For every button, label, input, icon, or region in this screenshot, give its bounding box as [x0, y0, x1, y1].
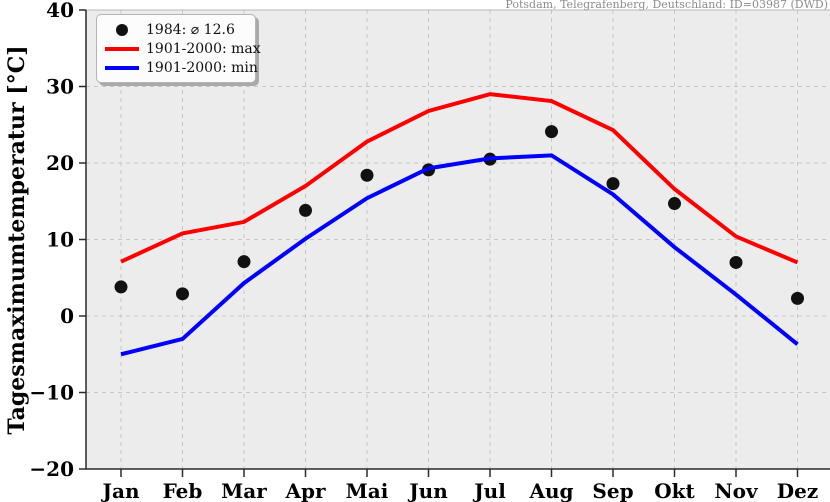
legend: 1984: ⌀ 12.6 1901-2000: max 1901-2000: m…: [96, 14, 261, 83]
data-point-1984: [729, 255, 743, 269]
x-tick-label: Dez: [777, 479, 818, 502]
y-tick-label: 10: [46, 228, 74, 252]
data-point-1984: [545, 125, 558, 139]
data-point-1984: [668, 197, 681, 211]
x-tick-label: Sep: [592, 479, 633, 502]
x-tick-label: Mar: [221, 479, 267, 502]
x-tick-label: Jun: [407, 479, 448, 502]
legend-dot-marker: [101, 23, 143, 36]
legend-min-marker: [101, 65, 143, 70]
legend-label: 1984: ⌀ 12.6: [146, 21, 235, 38]
x-tick-label: Apr: [284, 479, 326, 502]
legend-label: 1901-2000: min: [146, 59, 258, 76]
min-line-marker-icon: [105, 65, 139, 70]
legend-item-max: 1901-2000: max: [101, 39, 261, 58]
x-tick-label: Nov: [714, 479, 759, 502]
y-tick-label: 0: [60, 304, 74, 328]
x-tick-label: Jan: [101, 479, 140, 502]
y-tick-label: 30: [46, 75, 74, 99]
data-point-1984: [791, 291, 804, 305]
data-point-1984: [360, 168, 374, 182]
x-tick-label: Mai: [346, 479, 389, 502]
max-line-marker-icon: [105, 46, 139, 51]
y-tick-label: −20: [29, 457, 74, 481]
station-label: Potsdam, Telegrafenberg, Deutschland: ID…: [505, 0, 828, 11]
x-tick-label: Aug: [528, 479, 573, 502]
data-point-1984: [299, 203, 312, 217]
x-tick-label: Jul: [472, 479, 506, 502]
legend-label: 1901-2000: max: [146, 40, 261, 57]
x-tick-label: Okt: [654, 479, 695, 502]
legend-item-min: 1901-2000: min: [101, 58, 258, 77]
y-tick-label: 20: [46, 151, 74, 175]
series-line-min: [120, 153, 799, 357]
data-point-1984: [176, 287, 189, 301]
data-point-1984: [237, 255, 251, 269]
legend-item-1984: 1984: ⌀ 12.6: [101, 20, 249, 39]
data-point-1984: [606, 177, 620, 191]
y-tick-label: 40: [46, 0, 74, 22]
series-line-max: [120, 92, 799, 265]
data-point-1984: [114, 280, 128, 294]
legend-max-marker: [101, 46, 143, 51]
x-tick-label: Feb: [163, 479, 203, 502]
y-tick-label: −10: [29, 381, 74, 405]
scatter-marker-icon: [116, 23, 128, 36]
y-axis-title: Tagesmaximumtemperatur [°C]: [4, 45, 30, 435]
